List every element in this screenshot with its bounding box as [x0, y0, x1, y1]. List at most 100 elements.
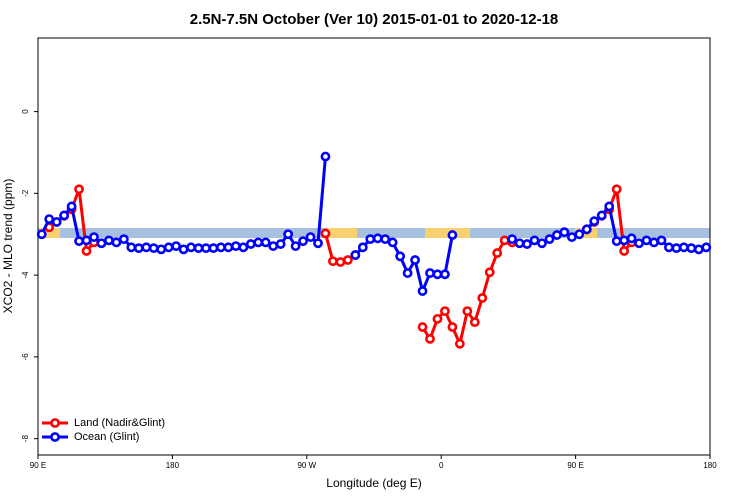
data-point	[529, 235, 540, 246]
data-point	[611, 236, 622, 247]
ocean-band	[38, 228, 710, 238]
chart-title: 2.5N-7.5N October (Ver 10) 2015-01-01 to…	[190, 11, 559, 28]
data-point	[462, 306, 473, 316]
data-point	[245, 239, 256, 249]
data-point	[417, 286, 428, 296]
data-point	[417, 322, 428, 332]
series	[36, 151, 712, 296]
y-tick-label: -8	[21, 435, 30, 443]
data-point	[111, 237, 122, 248]
data-point	[619, 246, 630, 256]
data-point	[686, 243, 697, 254]
data-point	[74, 184, 84, 195]
data-point	[89, 232, 99, 242]
data-point	[566, 232, 577, 242]
legend-label: Ocean (Glint)	[74, 431, 139, 443]
data-point	[537, 238, 547, 249]
data-point	[253, 237, 264, 248]
data-point	[365, 234, 376, 245]
data-point	[81, 235, 92, 246]
data-point	[290, 241, 301, 251]
data-point	[432, 269, 443, 280]
data-point	[656, 235, 667, 246]
data-point	[589, 216, 600, 227]
y-tick-label: -2	[21, 189, 30, 197]
x-tick-label: 90 E	[567, 461, 583, 470]
data-point	[581, 224, 592, 235]
data-point	[328, 256, 338, 267]
data-point	[81, 246, 92, 256]
data-point	[51, 217, 62, 227]
data-point	[492, 248, 503, 258]
data-point	[447, 322, 458, 332]
data-point	[693, 244, 704, 255]
data-point	[440, 306, 450, 316]
data-point	[425, 268, 435, 278]
data-point	[133, 243, 144, 254]
data-point	[507, 234, 518, 245]
data-point	[126, 242, 137, 253]
y-tick-label: 0	[21, 109, 30, 114]
data-point	[671, 243, 682, 254]
data-point	[201, 243, 211, 254]
data-point	[156, 244, 167, 255]
x-axis-label: Longitude (deg E)	[326, 476, 421, 490]
data-point	[238, 242, 249, 253]
data-point	[634, 238, 644, 249]
y-tick-label: -4	[21, 271, 30, 279]
data-point	[469, 317, 480, 328]
x-tick-label: 0	[439, 461, 444, 470]
data-point	[678, 242, 689, 253]
data-point	[432, 313, 443, 324]
data-point	[701, 242, 712, 253]
data-point	[230, 241, 241, 251]
data-point	[664, 242, 674, 253]
data-point	[313, 238, 323, 249]
data-point	[59, 210, 70, 221]
data-point	[559, 227, 570, 238]
data-point	[447, 230, 458, 240]
legend-marker	[50, 418, 60, 428]
data-point	[74, 236, 84, 247]
data-point	[440, 269, 450, 280]
x-tick-label: 90 W	[297, 461, 316, 470]
data-point	[552, 230, 562, 240]
legend-marker	[50, 432, 60, 442]
data-point	[402, 268, 413, 278]
land-band	[425, 228, 470, 238]
data-point	[387, 237, 398, 248]
data-point	[514, 238, 525, 249]
data-point	[544, 234, 555, 245]
data-point	[454, 338, 465, 349]
data-point	[96, 238, 107, 249]
data-point	[320, 151, 331, 162]
data-point	[649, 237, 659, 248]
data-point	[499, 235, 510, 246]
data-point	[36, 229, 47, 240]
data-point	[395, 251, 406, 262]
data-point	[611, 184, 622, 195]
legend-label: Land (Nadir&Glint)	[74, 417, 165, 429]
data-point	[298, 236, 308, 247]
data-point	[171, 241, 182, 251]
data-point	[320, 228, 331, 239]
data-point	[357, 242, 368, 253]
data-point	[260, 237, 271, 248]
data-point	[268, 241, 279, 251]
data-point	[342, 255, 353, 265]
data-point	[604, 201, 615, 212]
data-point	[223, 242, 234, 253]
land-band	[40, 228, 60, 238]
data-point	[66, 201, 77, 212]
data-point	[626, 233, 637, 244]
data-point	[163, 242, 174, 253]
y-tick-label: -6	[21, 353, 30, 361]
data-point	[208, 243, 219, 254]
data-point	[372, 233, 383, 244]
data-point	[335, 257, 346, 267]
data-point	[596, 210, 607, 221]
data-point	[477, 293, 488, 303]
y-axis-label: XCO2 - MLO trend (ppm)	[1, 179, 15, 314]
